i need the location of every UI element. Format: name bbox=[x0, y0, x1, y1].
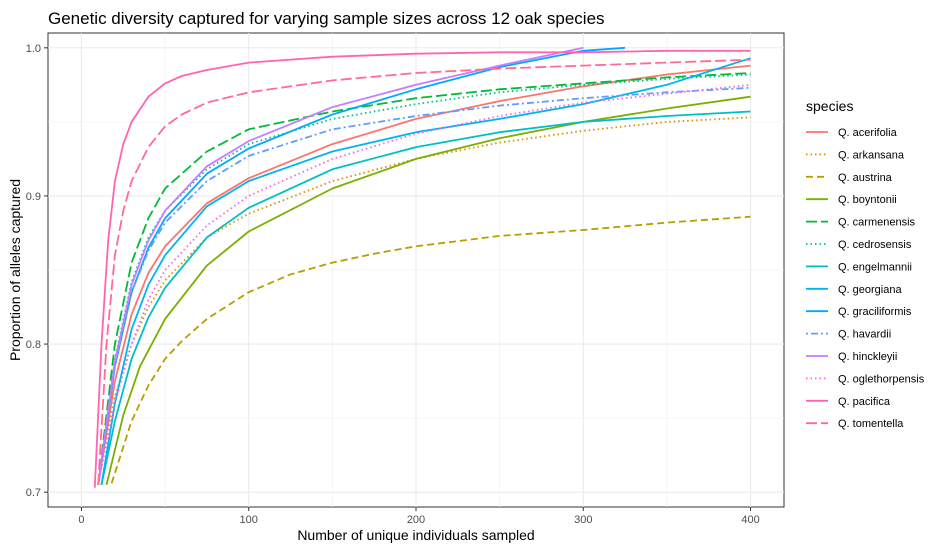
legend-label: Q. cedrosensis bbox=[838, 239, 912, 251]
y-tick-label: 0.9 bbox=[26, 191, 41, 203]
y-axis-ticks: 0.7 0.8 0.9 1.0 bbox=[26, 43, 48, 499]
legend-label: Q. georgiana bbox=[838, 284, 902, 296]
series-line bbox=[97, 73, 751, 485]
y-tick-label: 0.8 bbox=[26, 339, 41, 351]
x-axis-ticks: 0 100 200 300 400 bbox=[78, 507, 760, 526]
legend-label: Q. pacifica bbox=[838, 396, 891, 408]
x-tick-label: 300 bbox=[574, 514, 592, 526]
x-tick-label: 200 bbox=[407, 514, 425, 526]
legend-title: species bbox=[806, 98, 853, 114]
chart-title: Genetic diversity captured for varying s… bbox=[48, 9, 605, 28]
series-line bbox=[97, 64, 751, 485]
series-line bbox=[100, 110, 751, 485]
legend-label: Q. tomentella bbox=[838, 418, 904, 430]
series-line bbox=[110, 215, 751, 484]
series-line bbox=[97, 72, 751, 485]
legend: species Q. acerifolia Q. arkansana Q. aust… bbox=[806, 98, 925, 430]
y-axis-title: Proportion of alleles captured bbox=[7, 179, 23, 361]
series-line bbox=[97, 46, 626, 485]
legend-label: Q. carmenensis bbox=[838, 217, 916, 229]
x-tick-label: 0 bbox=[78, 514, 84, 526]
series-line bbox=[105, 95, 751, 486]
series-lines bbox=[93, 46, 751, 488]
legend-label: Q. hinckleyii bbox=[838, 351, 897, 363]
legend-label: Q. oglethorpensis bbox=[838, 373, 925, 385]
x-tick-label: 400 bbox=[741, 514, 759, 526]
legend-label: Q. acerifolia bbox=[838, 127, 898, 139]
legend-label: Q. austrina bbox=[838, 172, 893, 184]
legend-label: Q. arkansana bbox=[838, 149, 905, 161]
legend-label: Q. boyntonii bbox=[838, 194, 897, 206]
series-line bbox=[97, 58, 751, 485]
series-line bbox=[97, 86, 751, 485]
series-line bbox=[97, 46, 584, 485]
x-tick-label: 100 bbox=[240, 514, 258, 526]
x-axis-title: Number of unique individuals sampled bbox=[297, 527, 534, 543]
y-tick-label: 1.0 bbox=[26, 43, 41, 55]
y-tick-label: 0.7 bbox=[26, 487, 41, 499]
legend-label: Q. engelmannii bbox=[838, 261, 912, 273]
legend-label: Q. graciliformis bbox=[838, 306, 912, 318]
legend-label: Q. havardii bbox=[838, 329, 891, 341]
series-line bbox=[100, 57, 751, 485]
series-line bbox=[93, 49, 751, 488]
